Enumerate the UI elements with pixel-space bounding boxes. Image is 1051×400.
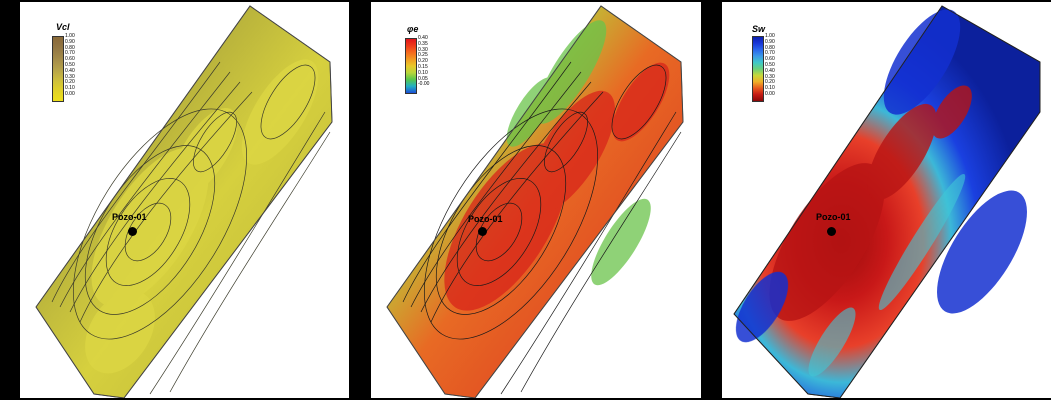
sw-cyan-zones: [808, 173, 966, 377]
colorbar-tick-label: 0.10: [765, 85, 775, 92]
colorbar-tick-label: 0.15: [418, 63, 428, 70]
colorbar-tick-label: 0.20: [65, 79, 75, 86]
porosity-green-zones: [506, 20, 651, 286]
colorbar-tick-label: 0.30: [418, 46, 428, 53]
porosity-map-panel: φe 0.40 0.35 0.30 0.25 0.20 0.15 0.10 0.05 -0.00…: [371, 2, 701, 398]
colorbar-tick-label: 0.70: [65, 50, 75, 57]
vcl-colorbar-title: Vcl: [56, 22, 70, 32]
colorbar-tick-label: -0.00: [418, 81, 430, 88]
colorbar-tick-label: 0.10: [65, 85, 75, 92]
colorbar-tick-label: 0.25: [418, 52, 428, 59]
colorbar-tick-label: 0.10: [418, 69, 428, 76]
colorbar-tick-label: 0.00: [765, 90, 775, 97]
sw-colorbar: [752, 36, 764, 102]
colorbar-tick-label: 0.40: [65, 67, 75, 74]
sw-colorbar-title: Sw: [752, 24, 766, 34]
well-marker: [478, 227, 487, 236]
porosity-colorbar: [405, 38, 417, 94]
colorbar-tick-label: 0.60: [65, 56, 75, 63]
colorbar-tick-label: 0.30: [765, 73, 775, 80]
well-marker: [827, 227, 836, 236]
colorbar-tick-label: 0.40: [418, 35, 428, 41]
well-marker: [128, 227, 137, 236]
porosity-red-zones: [444, 62, 670, 311]
vcl-map: [35, 5, 333, 398]
porosity-colorbar-title: φe: [407, 24, 419, 34]
well-label: Pozo-01: [816, 212, 851, 222]
sw-red-zones: [769, 85, 972, 321]
porosity-map: [386, 5, 684, 398]
well-label: Pozo-01: [468, 214, 503, 224]
colorbar-tick-label: 1.00: [765, 33, 775, 39]
well-label: Pozo-01: [112, 212, 147, 222]
sw-blue-zones: [735, 9, 1027, 343]
colorbar-tick-label: 0.80: [65, 44, 75, 51]
colorbar-tick-label: 0.20: [765, 79, 775, 86]
colorbar-tick-label: 0.35: [418, 40, 428, 47]
colorbar-tick-label: 0.90: [65, 38, 75, 45]
colorbar-tick-label: 0.00: [65, 90, 75, 97]
water-saturation-map: [733, 5, 1041, 398]
porosity-contour-lines: [402, 61, 682, 395]
colorbar-tick-label: 0.80: [765, 44, 775, 51]
colorbar-tick-label: 0.40: [765, 67, 775, 74]
colorbar-tick-label: 1.00: [65, 33, 75, 39]
water-saturation-map-panel: Sw 1.00 0.90 0.80 0.70 0.60 0.50 0.40 0.30 0.20 0…: [722, 2, 1051, 398]
colorbar-tick-label: 0.30: [65, 73, 75, 80]
colorbar-tick-label: 0.05: [418, 75, 428, 82]
vcl-colorbar: [52, 36, 64, 102]
colorbar-tick-label: 0.50: [65, 61, 75, 68]
colorbar-tick-label: 0.20: [418, 58, 428, 65]
vcl-colorbar-ticks: 1.00 0.90 0.80 0.70 0.60 0.50 0.40 0.30 0.20 0.10…: [65, 33, 75, 98]
sw-colorbar-ticks: 1.00 0.90 0.80 0.70 0.60 0.50 0.40 0.30 0.20 0.10…: [765, 33, 775, 98]
colorbar-tick-label: 0.70: [765, 50, 775, 57]
colorbar-tick-label: 0.60: [765, 56, 775, 63]
colorbar-tick-label: 0.90: [765, 38, 775, 45]
colorbar-tick-label: 0.50: [765, 61, 775, 68]
vcl-light-zones: [85, 59, 319, 374]
porosity-colorbar-ticks: 0.40 0.35 0.30 0.25 0.20 0.15 0.10 0.05 -0.00: [418, 35, 430, 88]
vcl-map-panel: Vcl 1.00 0.90 0.80 0.70 0.60 0.50 0.40 0.30 0.20…: [20, 2, 349, 398]
